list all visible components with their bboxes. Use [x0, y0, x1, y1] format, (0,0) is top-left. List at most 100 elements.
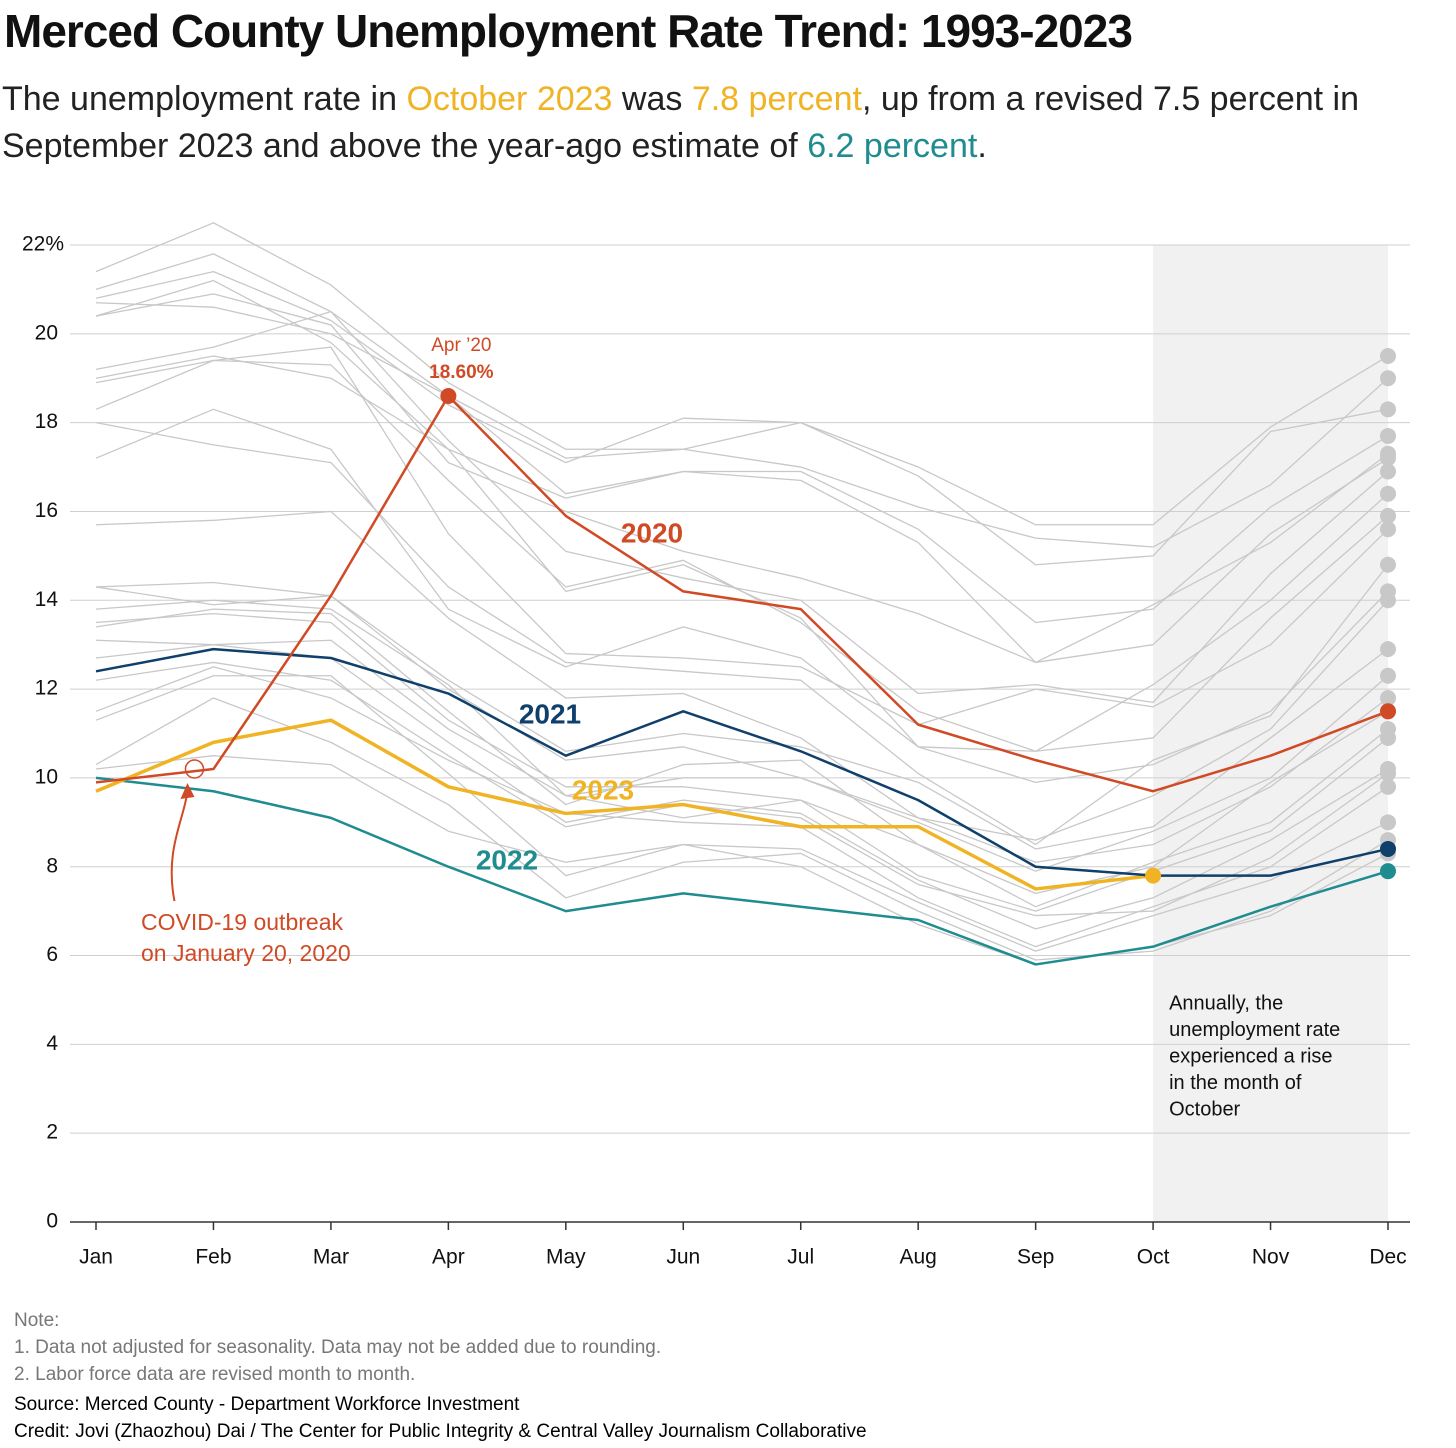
background-line: [95, 639, 1389, 912]
background-end-dot: [1380, 641, 1396, 658]
subtitle-text: , up from a revised 7.5 percent in Septe…: [2, 80, 1359, 165]
shaded-note: October: [1169, 1098, 1240, 1120]
subtitle-text: .: [977, 127, 987, 165]
x-tick-label: Jul: [787, 1246, 814, 1269]
series-line: [95, 718, 1154, 891]
x-tick-label: Jun: [666, 1246, 700, 1269]
background-line: [95, 293, 1389, 664]
y-tick-label: 4: [46, 1032, 58, 1055]
peak-value: 18.60%: [429, 362, 494, 383]
subtitle-text: The unemployment rate in: [2, 80, 407, 118]
series-line: [95, 776, 1389, 966]
shaded-note: in the month of: [1169, 1072, 1302, 1094]
background-line: [95, 421, 1389, 846]
shaded-region: [1153, 245, 1388, 1222]
credit: Credit: Jovi (Zhaozhou) Dai / The Center…: [14, 1421, 867, 1442]
peak-label: Apr ’20: [431, 335, 491, 356]
x-tick-label: Mar: [313, 1246, 349, 1269]
background-line: [95, 612, 1389, 895]
x-tick-label: May: [546, 1246, 586, 1269]
background-end-dot: [1380, 689, 1396, 706]
chart-title: Merced County Unemployment Rate Trend: 1…: [4, 5, 1133, 57]
background-end-dot: [1380, 507, 1396, 524]
background-line: [95, 661, 1389, 917]
event-arrow: [170, 790, 189, 902]
background-line: [95, 599, 1389, 863]
x-tick-label: Nov: [1252, 1246, 1290, 1269]
series-line: [95, 394, 1389, 793]
series-line: [95, 647, 1389, 877]
y-tick-label: 14: [35, 588, 59, 611]
note: Note:: [14, 1310, 60, 1331]
background-line: [95, 346, 1389, 726]
background-end-dot: [1380, 463, 1396, 480]
background-line: [95, 697, 1389, 961]
y-tick-label: 2: [46, 1121, 58, 1144]
background-line: [95, 279, 1389, 624]
note: 1. Data not adjusted for seasonality. Da…: [14, 1337, 662, 1358]
background-line: [95, 355, 1389, 752]
event-label: COVID-19 outbreak: [141, 909, 343, 935]
end-dot: [1380, 703, 1396, 720]
x-tick-label: Sep: [1017, 1246, 1054, 1269]
y-tick-label: 8: [46, 854, 58, 877]
background-line: [95, 270, 1389, 566]
y-tick-label: 12: [35, 677, 58, 700]
y-tick-label: 22%: [22, 233, 64, 256]
background-end-dot: [1380, 427, 1396, 444]
y-tick-label: 6: [46, 943, 58, 966]
shaded-note: Annually, the: [1169, 992, 1283, 1014]
subtitle-text: was: [612, 80, 692, 118]
end-dot: [1380, 863, 1396, 880]
series-label: 2021: [519, 698, 581, 729]
background-end-dot: [1380, 485, 1396, 502]
background-line: [95, 310, 1389, 704]
background-end-dot: [1380, 348, 1396, 365]
series-label: 2023: [572, 774, 634, 805]
event-arrowhead: [180, 783, 195, 800]
y-tick-label: 0: [46, 1210, 58, 1233]
y-tick-label: 20: [35, 321, 58, 344]
background-end-dot: [1380, 370, 1396, 387]
background-end-dot: [1380, 592, 1396, 609]
x-tick-label: Jan: [79, 1246, 113, 1269]
end-dot: [1380, 840, 1396, 857]
shaded-note: unemployment rate: [1169, 1019, 1340, 1041]
background-end-dot: [1380, 814, 1396, 831]
background-line: [95, 408, 1389, 783]
note: 2. Labor force data are revised month to…: [14, 1364, 416, 1385]
x-tick-label: Oct: [1137, 1246, 1170, 1269]
x-tick-label: Apr: [432, 1246, 465, 1269]
y-tick-label: 16: [35, 499, 58, 522]
background-end-dot: [1380, 401, 1396, 418]
background-end-dot: [1380, 667, 1396, 684]
chart-subtitle: The unemployment rate in October 2023 wa…: [2, 76, 1452, 170]
x-tick-label: Aug: [899, 1246, 936, 1269]
event-marker: [184, 759, 205, 779]
background-end-dot: [1380, 778, 1396, 795]
background-line: [95, 222, 1389, 526]
background-end-dot: [1380, 765, 1396, 782]
background-end-dot: [1380, 450, 1396, 467]
background-end-dot: [1380, 729, 1396, 746]
subtitle-highlight: 7.8 percent: [691, 80, 862, 118]
background-line: [95, 253, 1389, 548]
series-label: 2020: [621, 517, 683, 548]
background-line: [95, 581, 1389, 850]
x-tick-label: Dec: [1369, 1246, 1406, 1269]
chart: Annually, the unemployment rate experience…: [22, 222, 1410, 1269]
peak-dot: [440, 387, 457, 404]
background-line: [95, 302, 1389, 664]
subtitle-highlight: 6.2 percent: [807, 127, 978, 165]
background-end-dot: [1380, 521, 1396, 538]
series-label: 2022: [476, 844, 538, 875]
background-line: [95, 675, 1389, 952]
background-end-dot: [1380, 556, 1396, 573]
subtitle-highlight: October 2023: [406, 80, 613, 118]
event-label: on January 20, 2020: [141, 940, 351, 966]
x-tick-label: Feb: [195, 1246, 231, 1269]
background-line: [95, 666, 1389, 948]
source: Source: Merced County - Department Workf…: [14, 1394, 520, 1415]
background-line: [95, 755, 1389, 966]
